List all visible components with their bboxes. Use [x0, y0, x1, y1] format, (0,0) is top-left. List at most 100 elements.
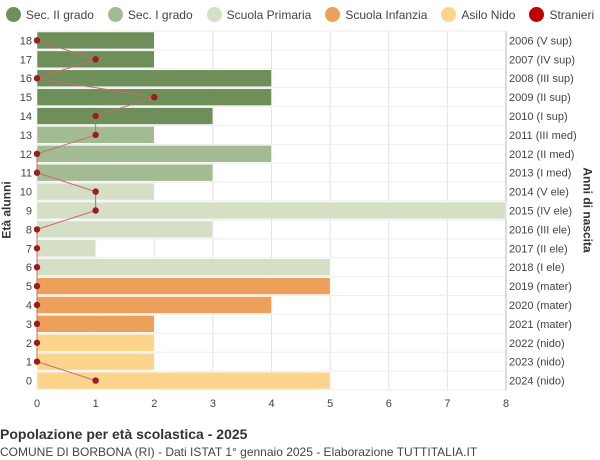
stranieri-point — [33, 358, 41, 365]
legend-label: Asilo Nido — [461, 7, 516, 22]
birth-year-label: 2022 (nido) — [509, 338, 565, 350]
legend-swatch — [5, 7, 21, 22]
bar — [36, 239, 96, 257]
bar — [36, 277, 331, 295]
age-tick-label: 7 — [26, 243, 32, 255]
legend-label: Scuola Primaria — [226, 7, 312, 22]
x-tick-label: 5 — [327, 398, 333, 410]
stranieri-point — [92, 188, 99, 195]
x-tick-label: 1 — [93, 398, 99, 410]
birth-year-label: 2021 (mater) — [509, 319, 572, 331]
y-axis-label-left: Età alunni — [0, 181, 14, 239]
legend-item: Scuola Primaria — [206, 7, 312, 22]
birth-year-label: 2014 (V ele) — [509, 187, 569, 199]
birth-year-label: 2023 (nido) — [509, 357, 565, 369]
stranieri-point — [92, 377, 99, 384]
age-tick-label: 2 — [26, 338, 32, 350]
legend-label: Scuola Infanzia — [345, 7, 428, 22]
legend-swatch — [325, 7, 341, 22]
age-tick-label: 18 — [20, 35, 32, 47]
birth-year-label: 2017 (II ele) — [509, 243, 568, 255]
stranieri-point — [33, 245, 41, 252]
legend-label: Sec. I grado — [127, 7, 193, 22]
birth-year-label: 2010 (I sup) — [509, 111, 568, 123]
stranieri-point — [33, 150, 41, 158]
birth-year-label: 2019 (mater) — [509, 281, 572, 293]
age-tick-label: 13 — [20, 130, 32, 142]
age-tick-label: 6 — [26, 262, 32, 274]
age-tick-label: 12 — [20, 149, 32, 161]
bar — [36, 315, 155, 333]
age-tick-label: 10 — [20, 187, 32, 199]
bar — [36, 296, 272, 314]
stranieri-point — [92, 56, 99, 63]
age-tick-label: 17 — [20, 54, 32, 66]
age-tick-label: 4 — [26, 300, 32, 312]
legend-label: Stranieri — [549, 7, 595, 22]
legend-item: Asilo Nido — [441, 7, 515, 22]
legend-item: Sec. I grado — [107, 7, 193, 22]
x-tick-label: 6 — [386, 398, 392, 410]
age-tick-label: 9 — [26, 206, 32, 218]
stranieri-point — [33, 282, 41, 290]
stranieri-point — [33, 320, 41, 328]
bar — [36, 201, 507, 220]
chart-subtitle: COMUNE DI BORBONA (RI) - Dati ISTAT 1° g… — [0, 445, 478, 459]
legend-item: Scuola Infanzia — [325, 7, 427, 22]
chart-title: Popolazione per età scolastica - 2025 — [0, 426, 248, 442]
age-tick-label: 5 — [26, 281, 32, 293]
legend-swatch — [441, 7, 457, 22]
birth-year-label: 2009 (II sup) — [509, 92, 571, 104]
legend-swatch — [529, 7, 545, 22]
stranieri-point — [33, 263, 41, 271]
x-tick-label: 8 — [503, 398, 509, 410]
stranieri-point — [33, 75, 41, 82]
age-tick-label: 14 — [20, 111, 32, 123]
bar — [36, 164, 214, 182]
age-tick-label: 16 — [20, 73, 32, 85]
x-tick-label: 7 — [444, 398, 450, 410]
bar — [36, 145, 272, 163]
birth-year-label: 2020 (mater) — [509, 300, 572, 312]
y-axis-label-right: Anni di nascita — [580, 167, 595, 253]
x-tick-label: 3 — [210, 398, 216, 410]
stranieri-point — [92, 207, 99, 214]
stranieri-point — [33, 226, 41, 233]
legend-swatch — [107, 7, 123, 22]
birth-year-label: 2007 (IV sup) — [509, 54, 575, 66]
age-tick-label: 3 — [26, 319, 32, 331]
legend-label: Sec. II grado — [25, 7, 94, 22]
stranieri-point — [92, 112, 99, 120]
legend-swatch — [206, 7, 222, 22]
stranieri-point — [33, 37, 41, 44]
birth-year-label: 2016 (III ele) — [509, 224, 571, 236]
age-tick-label: 8 — [26, 224, 32, 236]
birth-year-label: 2008 (III sup) — [509, 73, 574, 85]
bar — [36, 334, 155, 352]
stranieri-point — [151, 93, 158, 101]
age-tick-label: 0 — [26, 376, 32, 388]
bar-chart: 0 1 2 3 4 5 6 7 818 2006 (V sup)17 2007 (IV sup)16… — [20, 30, 577, 410]
bar — [36, 107, 214, 125]
stranieri-point — [33, 339, 41, 346]
birth-year-label: 2011 (III med) — [509, 130, 577, 142]
x-tick-label: 2 — [151, 398, 157, 410]
age-tick-label: 15 — [20, 92, 32, 104]
age-tick-label: 1 — [26, 357, 32, 369]
birth-year-label: 2024 (nido) — [509, 376, 565, 388]
legend-item: Stranieri — [529, 7, 594, 22]
birth-year-label: 2012 (II med) — [509, 149, 574, 161]
stranieri-point — [33, 169, 41, 176]
bar — [36, 258, 331, 276]
birth-year-label: 2013 (I med) — [509, 168, 571, 180]
x-tick-label: 4 — [268, 398, 274, 410]
birth-year-label: 2006 (V sup) — [509, 35, 572, 47]
legend-item: Sec. II grado — [5, 7, 94, 22]
x-tick-label: 0 — [34, 398, 40, 410]
age-tick-label: 11 — [21, 168, 32, 180]
birth-year-label: 2015 (IV ele) — [509, 206, 572, 218]
chart-legend: Sec. II grado Sec. I grado Scuola Primaria… — [0, 7, 600, 22]
stranieri-point — [33, 301, 41, 309]
bar — [36, 371, 331, 390]
bar — [36, 220, 214, 239]
